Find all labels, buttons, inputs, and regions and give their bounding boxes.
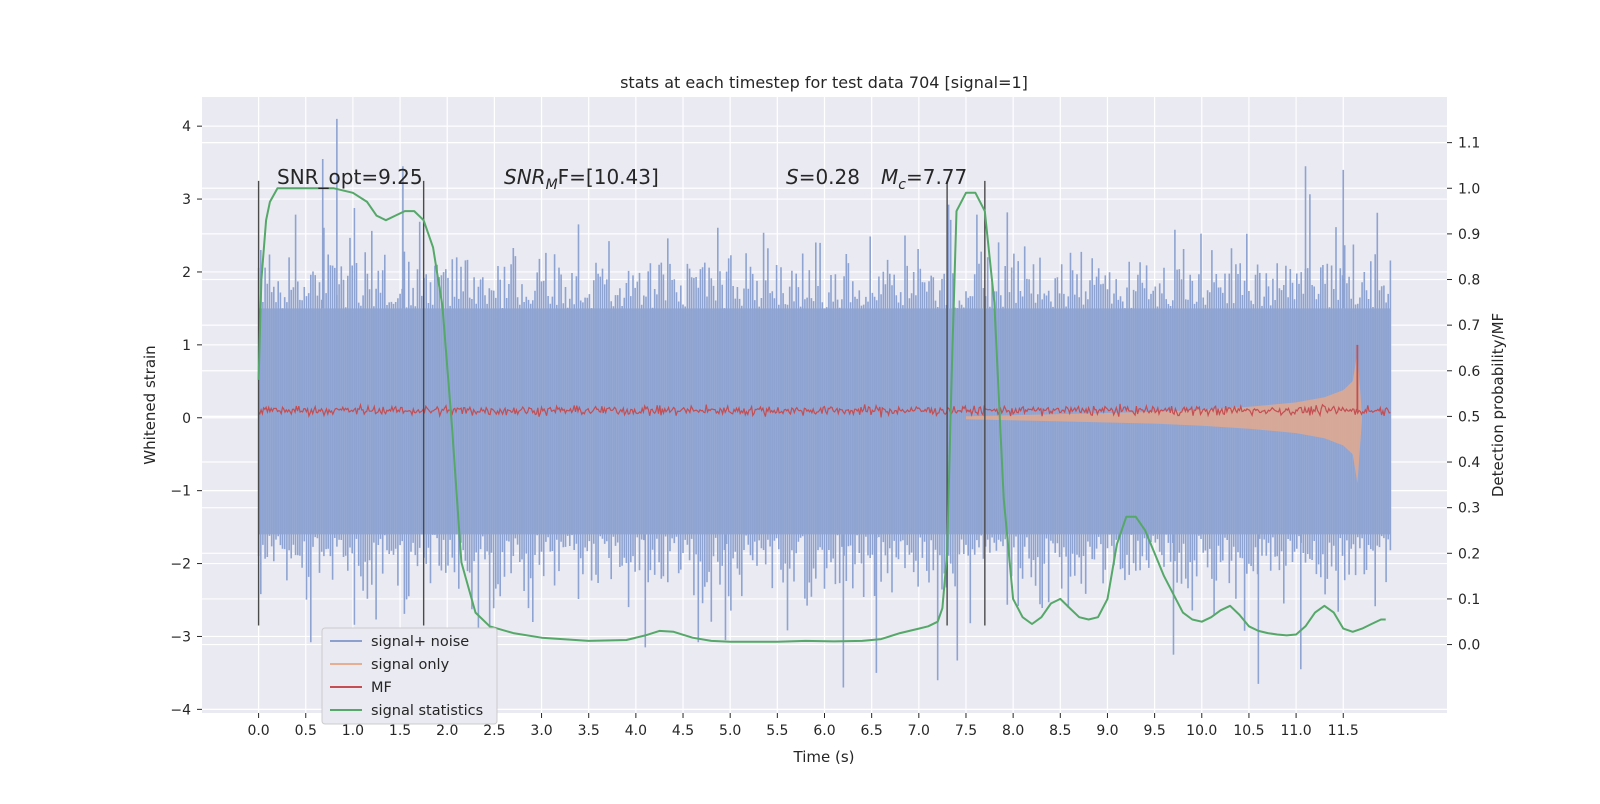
x-tick-label: 9.5: [1143, 723, 1165, 739]
annotation-snr-mf: SNRMF=[10.43]: [504, 165, 659, 193]
x-tick-label: 0.5: [295, 723, 317, 739]
x-tick-label: 2.0: [436, 723, 458, 739]
annotation-snr-opt: SNR_opt=9.25: [277, 165, 423, 189]
annotation-mc-main: M: [881, 165, 898, 189]
x-tick-label: 1.0: [342, 723, 364, 739]
x-tick-label: 6.0: [813, 723, 835, 739]
y2-tick-label: 0.3: [1458, 501, 1480, 517]
annotation-mc-tail: =7.77: [906, 165, 967, 189]
annotation-snr-mf-main: SNR: [504, 165, 546, 189]
x-tick-label: 8.0: [1002, 723, 1024, 739]
y2-tick-label: 0.9: [1458, 227, 1480, 243]
y-tick-label: −4: [170, 702, 191, 718]
legend-label-mf: MF: [371, 680, 392, 696]
x-tick-label: 10.0: [1186, 723, 1217, 739]
y-tick-label: 0: [182, 411, 191, 427]
y2-tick-label: 0.6: [1458, 364, 1480, 380]
y-tick-label: −2: [170, 557, 191, 573]
annotation-mc-sub: c: [898, 177, 906, 193]
legend-label-signal-only: signal only: [371, 657, 450, 673]
chart-title: stats at each timestep for test data 704…: [620, 73, 1028, 92]
x-tick-label: 0.0: [247, 723, 269, 739]
signal-statistics-series: [257, 187, 1386, 643]
x-tick-label: 8.5: [1049, 723, 1071, 739]
annotations: SNR_opt=9.25 SNRMF=[10.43] S=0.28 Mc=7.7…: [277, 165, 967, 193]
x-tick-label: 1.5: [389, 723, 411, 739]
signal-only-series: [966, 352, 1363, 484]
annotation-mc: Mc=7.77: [881, 165, 967, 193]
annotation-snr-mf-tail: F=[10.43]: [558, 165, 659, 189]
axes: stats at each timestep for test data 704…: [141, 73, 1507, 766]
x-tick-label: 5.5: [766, 723, 788, 739]
legend-box: [321, 627, 498, 725]
y-tick-label: 4: [182, 119, 191, 135]
y2-tick-label: 0.8: [1458, 273, 1480, 289]
x-tick-label: 10.5: [1233, 723, 1264, 739]
tick-labels: 0.0 0.5 1.0 1.5 2.0 2.5 3.0 3.5 4.0 4.5 5.0 5.5 6.0 6…: [170, 119, 1480, 739]
x-tick-label: 7.5: [955, 723, 977, 739]
y-axis-label: Whitened strain: [141, 345, 159, 464]
x-tick-label: 3.0: [530, 723, 552, 739]
y2-tick-label: 0.1: [1458, 592, 1480, 608]
x-tick-label: 11.0: [1281, 723, 1312, 739]
y2-tick-label: 0.4: [1458, 455, 1480, 471]
y-tick-label: 3: [182, 192, 191, 208]
x-tick-label: 4.5: [672, 723, 694, 739]
annotation-s-tail: =0.28: [799, 165, 860, 189]
x-tick-label: 4.0: [625, 723, 647, 739]
mf-series: [258, 344, 1391, 419]
x-axis-label: Time (s): [793, 748, 855, 766]
x-tick-label: 3.5: [578, 723, 600, 739]
legend: signal+ noise signal only MF signal stat…: [321, 627, 498, 725]
annotation-snr-mf-sub: M: [546, 177, 558, 193]
x-tick-label: 2.5: [483, 723, 505, 739]
x-tick-label: 9.0: [1096, 723, 1118, 739]
y2-tick-label: 0.2: [1458, 546, 1480, 562]
y-tick-label: 1: [182, 338, 191, 354]
y2-tick-label: 0.5: [1458, 409, 1480, 425]
y-tick-label: −1: [170, 484, 191, 500]
y2-tick-label: 0.7: [1458, 318, 1480, 334]
x-tick-label: 11.5: [1328, 723, 1359, 739]
signal-statistics-line: [257, 187, 1386, 643]
y2-axis-label: Detection probability/MF: [1489, 313, 1507, 497]
y2-tick-label: 1.0: [1458, 181, 1480, 197]
y2-tick-label: 1.1: [1458, 136, 1480, 152]
legend-label-signal-noise: signal+ noise: [371, 634, 469, 650]
x-tick-label: 5.0: [719, 723, 741, 739]
x-tick-label: 6.5: [861, 723, 883, 739]
legend-label-signal-statistics: signal statistics: [371, 703, 483, 719]
y-tick-label: −3: [170, 629, 191, 645]
y2-tick-label: 0.0: [1458, 638, 1480, 654]
annotation-s-main: S: [786, 165, 799, 189]
mf-line: [258, 402, 1391, 419]
y-tick-label: 2: [182, 265, 191, 281]
annotation-s: S=0.28: [786, 165, 860, 189]
signal-only-envelope: [966, 352, 1363, 484]
x-tick-label: 7.0: [908, 723, 930, 739]
